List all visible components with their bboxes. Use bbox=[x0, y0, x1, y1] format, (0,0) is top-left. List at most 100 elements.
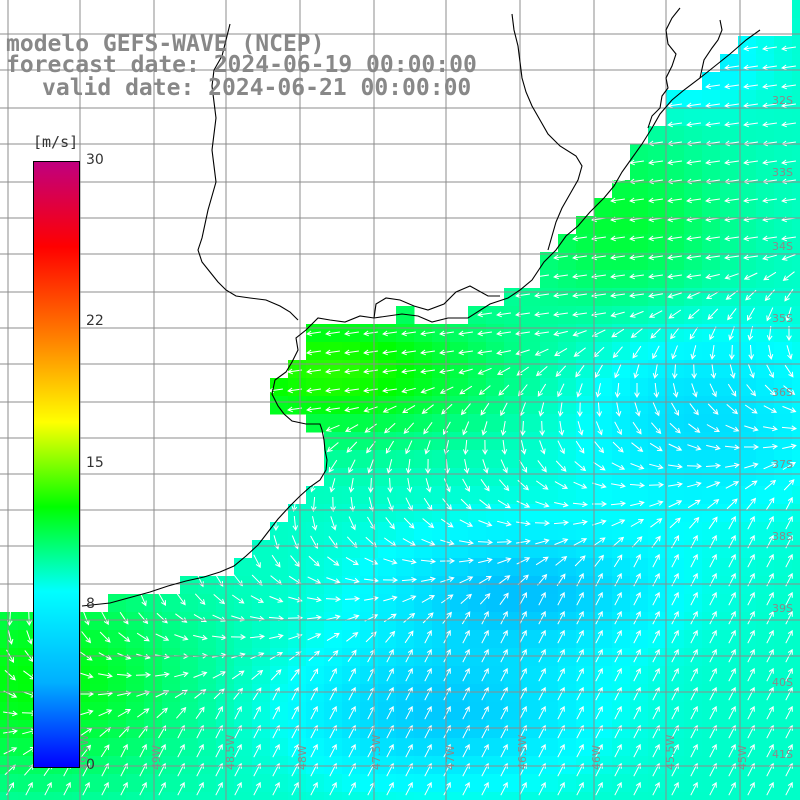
wind-speed-cell bbox=[378, 576, 397, 595]
wind-arrow bbox=[709, 686, 717, 701]
wind-speed-cell bbox=[558, 792, 577, 800]
wind-arrow bbox=[611, 519, 626, 527]
wind-speed-cell bbox=[666, 108, 685, 127]
wind-speed-cell bbox=[540, 630, 559, 649]
wind-arrow bbox=[610, 235, 625, 242]
wind-speed-cell bbox=[324, 540, 343, 559]
wind-arrow bbox=[309, 668, 319, 682]
colorbar-tick-label: 30 bbox=[86, 152, 104, 168]
wind-speed-cell bbox=[540, 774, 559, 793]
wind-speed-cell bbox=[720, 90, 739, 109]
wind-speed-cell bbox=[468, 702, 487, 721]
wind-arrow bbox=[557, 629, 565, 644]
wind-speed-cell bbox=[666, 576, 685, 595]
wind-arrow bbox=[459, 576, 474, 584]
wind-arrow bbox=[500, 402, 508, 417]
wind-speed-cell bbox=[522, 594, 541, 613]
wind-speed-cell bbox=[576, 342, 595, 361]
wind-arrow bbox=[743, 45, 758, 52]
wind-speed-cell bbox=[594, 468, 613, 487]
wind-speed-cell bbox=[594, 666, 613, 685]
wind-speed-cell bbox=[738, 738, 757, 757]
wind-arrow bbox=[213, 594, 226, 605]
wind-speed-cell bbox=[414, 540, 433, 559]
wind-arrow bbox=[81, 744, 92, 757]
wind-arrow bbox=[724, 273, 739, 280]
wind-speed-cell bbox=[504, 432, 523, 451]
wind-speed-cell bbox=[450, 522, 469, 541]
wind-speed-cell bbox=[342, 342, 361, 361]
wind-arrow bbox=[291, 743, 299, 758]
wind-arrow bbox=[724, 121, 739, 128]
wind-speed-cell bbox=[792, 378, 800, 397]
wind-speed-cell bbox=[306, 684, 325, 703]
wind-speed-cell bbox=[414, 504, 433, 523]
wind-speed-cell bbox=[648, 144, 667, 163]
wind-speed-cell bbox=[504, 306, 523, 325]
wind-arrow bbox=[458, 368, 473, 375]
wind-speed-cell bbox=[504, 378, 523, 397]
wind-speed-cell bbox=[288, 540, 307, 559]
wind-speed-cell bbox=[396, 756, 415, 775]
wind-speed-cell bbox=[468, 504, 487, 523]
wind-arrow bbox=[538, 705, 546, 720]
wind-speed-cell bbox=[486, 558, 505, 577]
wind-arrow bbox=[781, 425, 798, 432]
wind-arrow bbox=[101, 611, 109, 626]
wind-arrow bbox=[686, 159, 701, 166]
wind-arrow bbox=[515, 311, 530, 318]
wind-arrow bbox=[554, 347, 568, 357]
wind-arrow bbox=[629, 310, 644, 318]
wind-arrow bbox=[610, 254, 625, 261]
wind-speed-cell bbox=[738, 252, 757, 271]
wind-arrow bbox=[272, 743, 280, 758]
wind-arrow bbox=[690, 781, 698, 796]
wind-speed-cell bbox=[234, 648, 253, 667]
wind-speed-cell bbox=[378, 756, 397, 775]
wind-arrow bbox=[269, 633, 284, 640]
wind-arrow bbox=[707, 498, 720, 509]
wind-speed-cell bbox=[738, 36, 757, 55]
wind-arrow bbox=[478, 557, 493, 564]
wind-arrow bbox=[705, 273, 720, 280]
wind-arrow bbox=[725, 462, 740, 469]
wind-arrow bbox=[724, 254, 739, 261]
wind-speed-cell bbox=[594, 306, 613, 325]
wind-arrow bbox=[574, 461, 587, 472]
wind-arrow bbox=[651, 422, 662, 435]
wind-speed-cell bbox=[414, 792, 433, 800]
wind-arrow bbox=[782, 271, 795, 281]
wind-arrow bbox=[766, 629, 774, 644]
wind-arrow bbox=[690, 686, 698, 701]
wind-speed-cell bbox=[252, 540, 271, 559]
wind-speed-cell bbox=[108, 630, 127, 649]
wind-speed-cell bbox=[720, 702, 739, 721]
wind-speed-cell bbox=[648, 450, 667, 469]
wind-arrow bbox=[481, 743, 489, 758]
wind-arrow bbox=[555, 460, 567, 472]
wind-speed-cell bbox=[432, 360, 451, 379]
wind-speed-cell bbox=[666, 252, 685, 271]
wind-speed-cell bbox=[720, 720, 739, 739]
wind-arrow bbox=[421, 576, 436, 583]
wind-speed-cell bbox=[252, 666, 271, 685]
wind-speed-cell bbox=[378, 342, 397, 361]
wind-speed-cell bbox=[738, 522, 757, 541]
wind-speed-cell bbox=[108, 720, 127, 739]
wind-arrow bbox=[782, 461, 796, 470]
wind-speed-cell bbox=[774, 738, 793, 757]
wind-speed-cell bbox=[18, 792, 37, 800]
wind-speed-cell bbox=[720, 450, 739, 469]
wind-speed-cell bbox=[756, 90, 775, 109]
wind-speed-cell bbox=[756, 720, 775, 739]
wind-arrow bbox=[781, 121, 796, 128]
wind-speed-cell bbox=[720, 216, 739, 235]
wind-speed-cell bbox=[252, 702, 271, 721]
wind-speed-cell bbox=[468, 774, 487, 793]
wind-speed-cell bbox=[468, 684, 487, 703]
wind-speed-cell bbox=[666, 396, 685, 415]
wind-arrow bbox=[424, 743, 432, 758]
wind-speed-cell bbox=[738, 144, 757, 163]
wind-arrow bbox=[615, 402, 622, 417]
